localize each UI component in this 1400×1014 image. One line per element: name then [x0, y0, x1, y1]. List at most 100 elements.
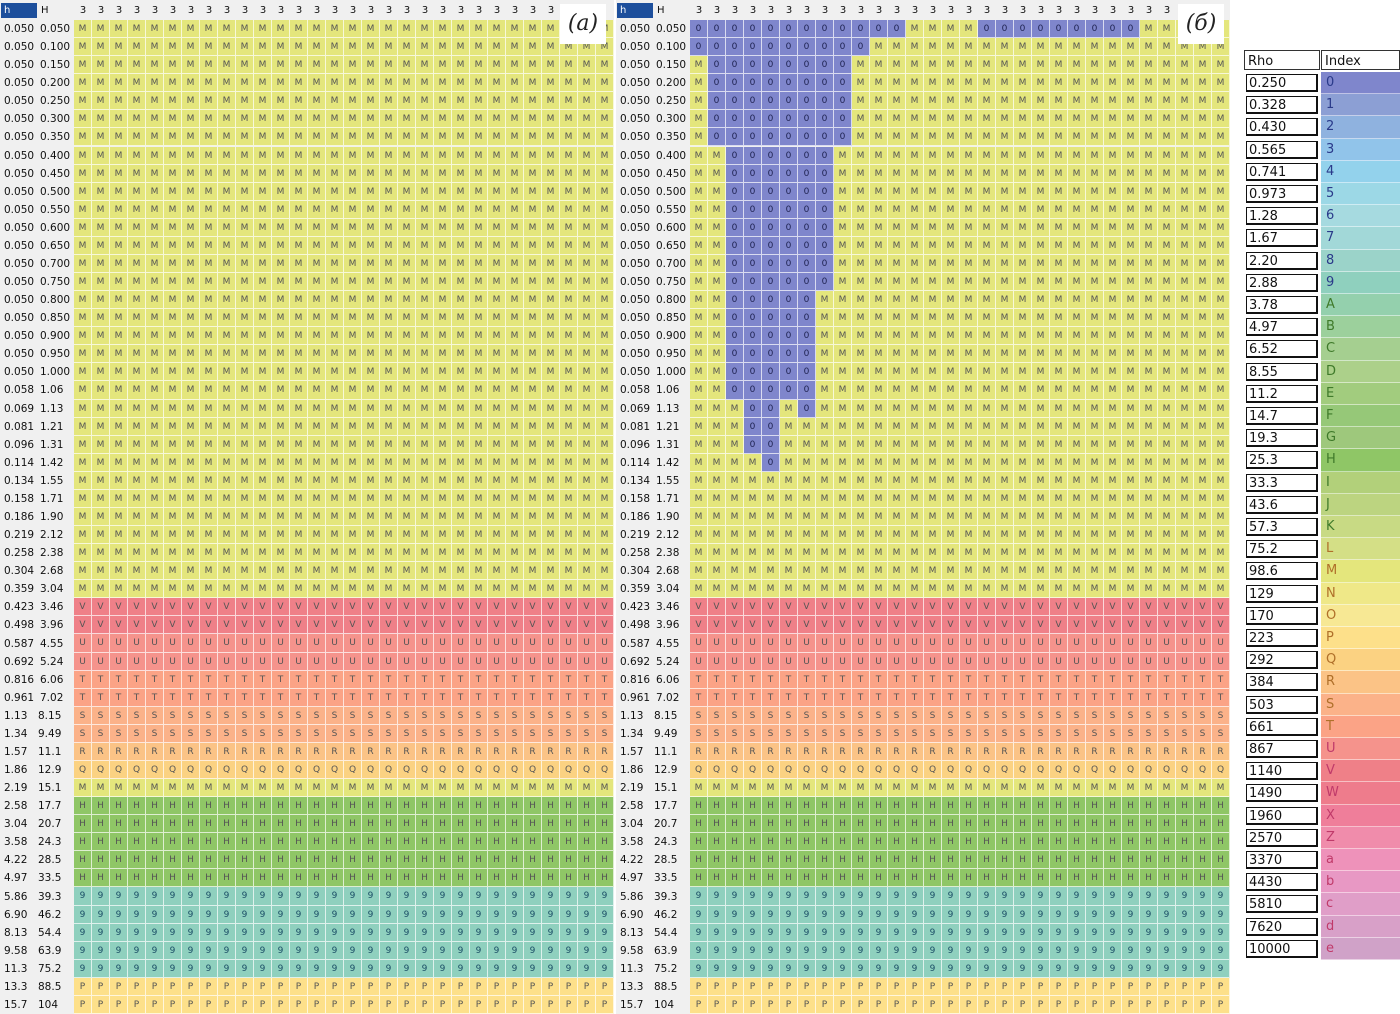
row-label-h: 6.90	[620, 908, 643, 922]
heatmap-cell: M	[1032, 309, 1050, 328]
heatmap-cell: M	[290, 254, 308, 273]
heatmap-cell: M	[1140, 273, 1158, 292]
row-label-h: 0.081	[620, 420, 650, 434]
legend-rho-value: 5810	[1246, 895, 1318, 914]
heatmap-cell: R	[960, 742, 978, 761]
legend-rho-cell: 867	[1244, 738, 1320, 760]
heatmap-cell: 9	[1140, 887, 1158, 906]
heatmap-cell: M	[380, 399, 398, 418]
heatmap-cell: R	[290, 742, 308, 761]
heatmap-cell: M	[272, 110, 290, 129]
heatmap-cell: S	[290, 706, 308, 725]
heatmap-cell: S	[164, 706, 182, 725]
heatmap-cell: M	[506, 291, 524, 310]
heatmap-cell: P	[272, 995, 290, 1014]
heatmap-cell: M	[708, 399, 726, 418]
heatmap-cell: M	[1194, 74, 1212, 93]
heatmap-cell: M	[488, 399, 506, 418]
heatmap-cell: S	[416, 724, 434, 743]
heatmap-cell: M	[110, 544, 128, 563]
heatmap-cell: M	[1176, 291, 1194, 310]
heatmap-cell: H	[128, 797, 146, 816]
heatmap-cell: M	[906, 182, 924, 201]
legend-rho-cell: 10000	[1244, 938, 1320, 960]
heatmap-cell: M	[906, 164, 924, 183]
heatmap-cell: M	[110, 254, 128, 273]
heatmap-cell: U	[182, 634, 200, 653]
heatmap-cell: S	[308, 724, 326, 743]
heatmap-cell: M	[92, 435, 110, 454]
heatmap-cell: S	[92, 706, 110, 725]
heatmap-cell: M	[524, 110, 542, 129]
heatmap-cell: M	[942, 200, 960, 219]
row-label-H: 8.15	[38, 709, 61, 723]
row-label-h: 0.359	[620, 582, 650, 596]
heatmap-cell: M	[92, 200, 110, 219]
heatmap-cell: 0	[744, 345, 762, 364]
heatmap-cell: 9	[218, 887, 236, 906]
heatmap-cell: M	[690, 363, 708, 382]
legend-rho-value: 4.97	[1246, 318, 1318, 337]
heatmap-cell: H	[942, 797, 960, 816]
legend-rho-cell: 0.973	[1244, 183, 1320, 205]
row-label-H: 0.950	[40, 347, 70, 361]
heatmap-cell: T	[164, 688, 182, 707]
heatmap-cell: M	[398, 381, 416, 400]
heatmap-cell: M	[978, 182, 996, 201]
heatmap-cell: M	[924, 381, 942, 400]
heatmap-cell: M	[1068, 291, 1086, 310]
heatmap-cell: M	[1140, 489, 1158, 508]
row-label-H: 0.950	[656, 347, 686, 361]
heatmap-cell: M	[1014, 779, 1032, 798]
heatmap-cell: M	[506, 92, 524, 111]
heatmap-cell: M	[236, 291, 254, 310]
heatmap-cell: M	[326, 128, 344, 147]
column-header: 3	[744, 3, 762, 18]
column-header: 3	[906, 3, 924, 18]
heatmap-cell: 0	[780, 363, 798, 382]
row-header-h: h	[1, 3, 37, 18]
heatmap-cell: M	[380, 779, 398, 798]
heatmap-cell: U	[578, 634, 596, 653]
heatmap-cell: M	[74, 489, 92, 508]
row-label-h: 0.134	[4, 474, 34, 488]
heatmap-cell: T	[780, 688, 798, 707]
heatmap-cell: S	[762, 724, 780, 743]
heatmap-cell: T	[978, 670, 996, 689]
heatmap-cell: H	[1140, 815, 1158, 834]
heatmap-cell: M	[218, 92, 236, 111]
heatmap-cell: 9	[524, 887, 542, 906]
heatmap-cell: M	[452, 200, 470, 219]
heatmap-cell: M	[1050, 562, 1068, 581]
heatmap-cell: M	[1050, 580, 1068, 599]
heatmap-cell: M	[236, 236, 254, 255]
heatmap-cell: M	[1122, 56, 1140, 75]
heatmap-cell: M	[1194, 453, 1212, 472]
heatmap-cell: T	[272, 688, 290, 707]
heatmap-cell: U	[906, 652, 924, 671]
heatmap-cell: H	[128, 833, 146, 852]
heatmap-cell: M	[218, 363, 236, 382]
heatmap-cell: H	[726, 797, 744, 816]
heatmap-cell: S	[236, 724, 254, 743]
heatmap-cell: M	[380, 92, 398, 111]
heatmap-cell: M	[996, 507, 1014, 527]
heatmap-cell: M	[218, 200, 236, 219]
heatmap-cell: M	[524, 291, 542, 310]
heatmap-cell: M	[888, 345, 906, 364]
heatmap-cell: 0	[762, 254, 780, 273]
heatmap-cell: M	[362, 363, 380, 382]
heatmap-cell: M	[960, 435, 978, 454]
heatmap-cell: 0	[798, 20, 816, 39]
heatmap-cell: M	[218, 327, 236, 346]
heatmap-cell: M	[596, 273, 614, 292]
heatmap-cell: R	[560, 742, 578, 761]
heatmap-cell: M	[524, 236, 542, 255]
heatmap-cell: M	[110, 327, 128, 346]
heatmap-cell: M	[488, 363, 506, 382]
heatmap-cell: M	[1194, 471, 1212, 490]
row-label-H: 54.4	[654, 926, 677, 940]
heatmap-cell: V	[182, 598, 200, 617]
heatmap-cell: Q	[146, 760, 164, 780]
heatmap-cell: M	[690, 164, 708, 183]
